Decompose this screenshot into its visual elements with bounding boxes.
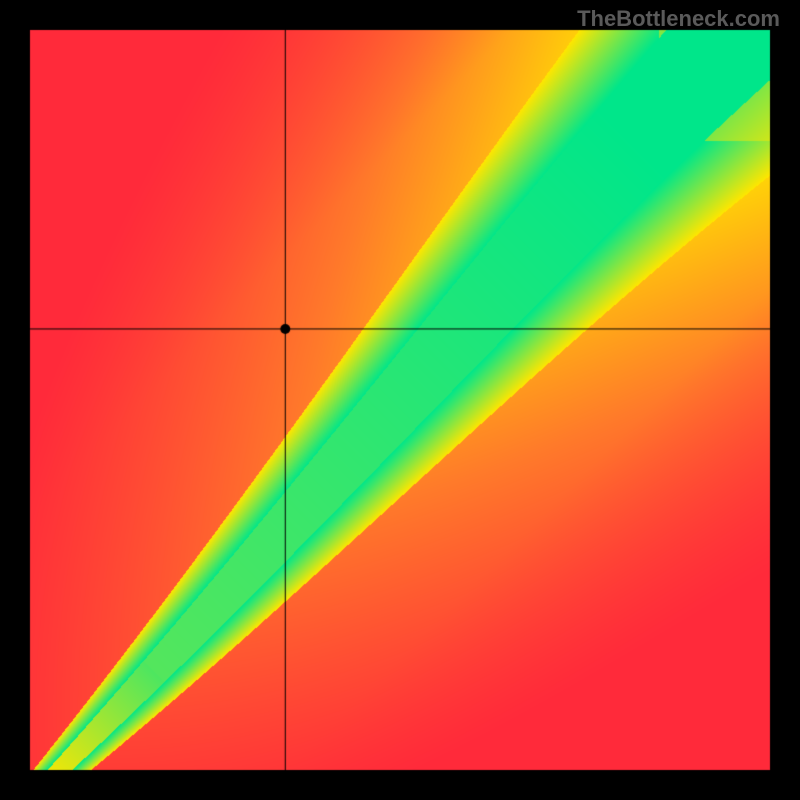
watermark-text: TheBottleneck.com xyxy=(577,6,780,32)
chart-container: TheBottleneck.com xyxy=(0,0,800,800)
heatmap-canvas xyxy=(0,0,800,800)
